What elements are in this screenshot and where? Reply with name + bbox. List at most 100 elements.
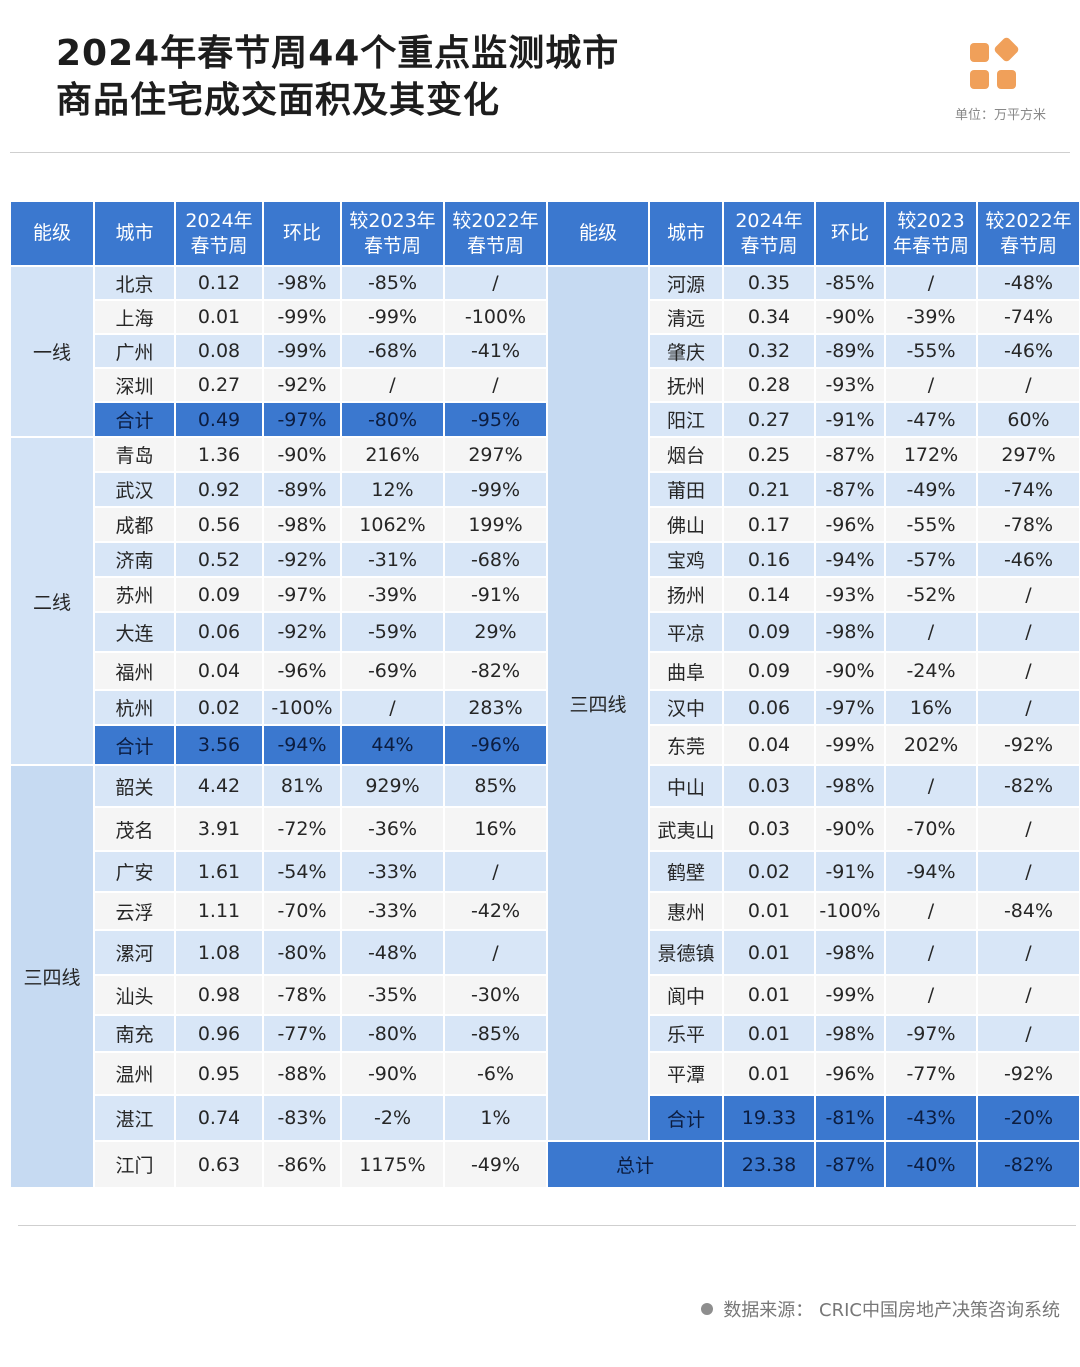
value-cell: -87%: [814, 436, 886, 473]
value-cell: -82%: [976, 764, 1080, 808]
value-cell: 1.11: [174, 891, 264, 931]
value-cell: 0.52: [174, 541, 264, 578]
value-cell: -74%: [976, 299, 1080, 335]
value-cell: -54%: [262, 850, 342, 893]
city-cell: 阆中: [648, 974, 724, 1016]
value-cell: -98%: [814, 929, 886, 976]
value-cell: 85%: [443, 764, 548, 808]
value-cell: 0.32: [722, 333, 816, 369]
value-cell: 1175%: [340, 1140, 445, 1189]
city-cell: 抚州: [648, 367, 724, 403]
value-cell: 0.01: [722, 1014, 816, 1053]
value-cell: /: [340, 367, 445, 403]
value-cell: 16%: [884, 689, 978, 726]
value-cell: /: [976, 576, 1080, 613]
value-cell: /: [976, 1014, 1080, 1053]
column-header: 较2023年春节周: [340, 200, 445, 267]
value-cell: 0.74: [174, 1094, 264, 1142]
value-cell: /: [443, 850, 548, 893]
value-cell: 0.01: [722, 891, 816, 931]
value-cell: /: [884, 891, 978, 931]
logo-diamond: [993, 36, 1020, 63]
table-row: 三四线 韶关 4.42 81% 929% 85% 中山 0.03 -98% / -82%: [9, 764, 1080, 1189]
city-cell: 广安: [93, 850, 176, 893]
value-cell: -90%: [340, 1051, 445, 1096]
value-cell: -96%: [814, 1051, 886, 1096]
city-cell: 温州: [93, 1051, 176, 1096]
table-row: 济南 0.52 -92% -31% -68% 宝鸡 0.16 -94% -57% -46%: [10, 541, 1080, 578]
value-cell: 172%: [884, 436, 978, 473]
tier-cell: 二线: [9, 436, 95, 766]
value-cell: -33%: [340, 850, 445, 893]
value-cell: 0.28: [722, 367, 816, 403]
title-line-2: 商品住宅成交面积及其变化: [56, 80, 501, 121]
value-cell: /: [976, 806, 1080, 852]
value-cell: -47%: [884, 401, 978, 438]
city-cell: 景德镇: [648, 929, 724, 976]
value-cell: -77%: [884, 1051, 978, 1096]
city-cell: 莆田: [648, 471, 724, 508]
value-cell: -30%: [443, 974, 548, 1016]
value-cell: -6%: [443, 1051, 548, 1096]
table-row: 上海 0.01 -99% -99% -100% 清远 0.34 -90% -39% -74%: [10, 299, 1080, 335]
divider: [18, 1225, 1076, 1226]
city-cell: 南充: [93, 1014, 176, 1053]
value-cell: -98%: [262, 265, 342, 301]
value-cell: 0.01: [174, 299, 264, 335]
value-cell: 1.36: [174, 436, 264, 473]
city-cell: 武夷山: [648, 806, 724, 852]
city-cell: 烟台: [648, 436, 724, 473]
city-cell: 惠州: [648, 891, 724, 931]
value-cell: -97%: [884, 1014, 978, 1053]
value-cell: -31%: [340, 541, 445, 578]
value-cell: /: [443, 265, 548, 301]
value-cell: -87%: [814, 471, 886, 508]
value-cell: 3.56: [174, 724, 264, 766]
city-cell: 肇庆: [648, 333, 724, 369]
city-cell: 东莞: [648, 724, 724, 766]
column-header: 能级: [9, 200, 95, 267]
value-cell: -57%: [884, 541, 978, 578]
value-cell: 60%: [976, 401, 1080, 438]
value-cell: 16%: [443, 806, 548, 852]
value-cell: 0.27: [174, 367, 264, 403]
table-body: 一线 北京 0.12 -98% -85% / 三四线 河源 0.35 -85% / -48% 上海 0.0…: [9, 265, 1080, 1189]
value-cell: -24%: [884, 651, 978, 691]
value-cell: 0.06: [722, 689, 816, 726]
table-row: 武汉 0.92 -89% 12% -99% 莆田 0.21 -87% -49% -74%: [10, 471, 1080, 508]
source-note: 数据来源： CRIC中国房地产决策咨询系统: [701, 1296, 1060, 1322]
value-cell: -68%: [340, 333, 445, 369]
city-cell: 宝鸡: [648, 541, 724, 578]
grand-total-label: 总计: [546, 1140, 724, 1189]
value-cell: 0.01: [722, 929, 816, 976]
value-cell: -90%: [814, 806, 886, 852]
value-cell: -99%: [262, 333, 342, 369]
value-cell: /: [340, 689, 445, 726]
value-cell: -2%: [340, 1094, 445, 1142]
value-cell: -89%: [814, 333, 886, 369]
value-cell: 199%: [443, 506, 548, 543]
value-cell: -39%: [340, 576, 445, 613]
value-cell: 0.17: [722, 506, 816, 543]
value-cell: 0.34: [722, 299, 816, 335]
value-cell: -97%: [814, 689, 886, 726]
value-cell: 0.25: [722, 436, 816, 473]
value-cell: -52%: [884, 576, 978, 613]
value-cell: 1.08: [174, 929, 264, 976]
value-cell: -20%: [976, 1094, 1080, 1142]
value-cell: -97%: [262, 576, 342, 613]
table-row: 二线 青岛 1.36 -90% 216% 297% 烟台 0.25 -87% 172% 297%: [9, 436, 1080, 766]
table-row: 漯河 1.08 -80% -48% / 景德镇 0.01 -98% / /: [10, 929, 1080, 976]
city-cell: 合计: [648, 1094, 724, 1142]
value-cell: -80%: [340, 1014, 445, 1053]
value-cell: /: [443, 929, 548, 976]
city-cell: 北京: [93, 265, 176, 301]
value-cell: -92%: [976, 1051, 1080, 1096]
city-cell: 平凉: [648, 611, 724, 653]
table-row: 汕头 0.98 -78% -35% -30% 阆中 0.01 -99% / /: [10, 974, 1080, 1016]
value-cell: -90%: [262, 436, 342, 473]
city-cell: 合计: [93, 724, 176, 766]
value-cell: -99%: [814, 974, 886, 1016]
city-cell: 合计: [93, 401, 176, 438]
